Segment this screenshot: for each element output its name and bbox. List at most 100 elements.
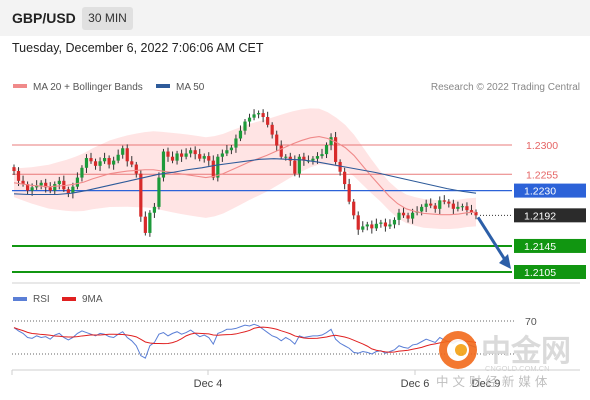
candle <box>21 180 25 185</box>
candle <box>84 158 89 168</box>
candle <box>261 113 265 117</box>
level-tag <box>514 238 586 253</box>
candle <box>179 153 184 157</box>
candle <box>39 182 43 186</box>
candle <box>469 210 474 213</box>
candle <box>30 187 34 191</box>
candle <box>284 156 288 158</box>
x-tick-label: Dec 4 <box>194 378 223 390</box>
candle <box>202 156 206 159</box>
candle <box>184 153 188 157</box>
level-label: 1.2230 <box>524 186 556 198</box>
level-tag <box>514 265 586 279</box>
candle <box>270 124 274 135</box>
chart-card <box>0 36 590 400</box>
candle <box>293 160 297 174</box>
chart-header-bar: GBP/USD 30 MIN <box>0 0 590 36</box>
candle <box>66 189 70 194</box>
timeframe-button[interactable]: 30 MIN <box>82 7 133 30</box>
candle <box>71 186 75 194</box>
candle <box>170 156 175 161</box>
candle <box>35 185 39 188</box>
candle <box>175 153 179 161</box>
ma20-line <box>13 135 477 216</box>
candle <box>311 158 315 161</box>
candle <box>474 212 478 216</box>
level-tag <box>514 183 586 198</box>
candle <box>12 167 16 172</box>
candle <box>189 150 193 154</box>
legend-swatch-ma20 <box>13 84 27 88</box>
candle <box>207 156 211 161</box>
candle <box>406 215 410 219</box>
candle <box>238 130 243 139</box>
candle <box>365 224 369 227</box>
candle <box>256 113 261 115</box>
level-tag <box>514 208 586 223</box>
candle <box>333 137 338 162</box>
candle <box>252 114 256 118</box>
candle <box>125 148 129 162</box>
watermark-brand: 中金网 <box>481 334 571 369</box>
candle <box>161 151 166 178</box>
candle <box>53 184 57 191</box>
candle <box>438 200 442 209</box>
candle <box>57 180 61 185</box>
candle <box>148 212 152 233</box>
level-label: 1.2192 <box>524 210 556 222</box>
candle <box>374 223 378 229</box>
candle <box>383 222 388 227</box>
legend-swatch-ma50 <box>156 84 170 88</box>
candle <box>447 201 451 204</box>
candle <box>16 171 21 181</box>
candle <box>48 187 52 191</box>
candle <box>288 156 292 161</box>
legend-label-ma20: MA 20 + Bollinger Bands <box>33 82 143 93</box>
candle <box>225 150 229 154</box>
candle <box>320 154 324 157</box>
watermark-logo-icon <box>455 344 467 356</box>
level-label: 1.2105 <box>524 267 556 279</box>
candle <box>424 203 428 207</box>
rsi-plot: 70 <box>12 316 537 359</box>
candle <box>112 160 116 165</box>
candle <box>93 161 98 166</box>
candle <box>279 145 283 157</box>
candle <box>229 147 234 151</box>
candle <box>157 177 161 207</box>
candle <box>465 206 469 211</box>
candle <box>89 158 93 162</box>
watermark-slogan: 中 文 财 经 新 媒 体 <box>436 374 548 389</box>
legend-swatch-rsi <box>13 297 27 301</box>
candle <box>429 203 433 206</box>
price-plot: 1.2300 1.2255 1.2230 1.2192 1.2145 1.2105 <box>12 108 586 279</box>
candle <box>302 156 306 161</box>
level-label: 1.2255 <box>526 169 558 181</box>
candle <box>220 153 224 157</box>
candle <box>370 224 374 229</box>
x-tick-label: Dec 9 <box>472 378 501 390</box>
candle <box>356 215 360 230</box>
credit-text: Research © 2022 Trading Central <box>431 82 580 93</box>
candle <box>216 156 220 178</box>
level-label: 1.2145 <box>524 241 556 253</box>
x-tick-label: Dec 6 <box>401 378 430 390</box>
candle <box>329 137 333 145</box>
candle <box>166 151 170 157</box>
candle <box>44 182 48 188</box>
candle <box>25 184 30 191</box>
legend-label-9ma: 9MA <box>82 294 103 305</box>
candle <box>247 117 252 122</box>
candle <box>361 226 365 230</box>
candle <box>388 224 392 227</box>
candle <box>234 138 238 148</box>
candle <box>143 216 147 233</box>
candle <box>379 222 383 224</box>
candle <box>152 206 157 213</box>
candle <box>343 171 347 185</box>
candle <box>211 160 215 178</box>
candle <box>451 203 455 209</box>
candle <box>297 156 301 174</box>
rsi-tick-label: 70 <box>525 316 537 328</box>
